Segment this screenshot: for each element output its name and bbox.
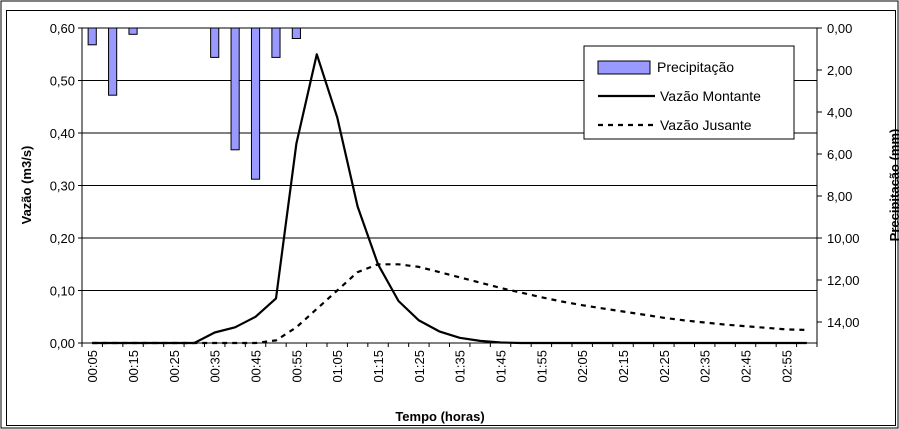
y2-tick-label: 6,00: [827, 147, 852, 162]
precip-bar: [271, 27, 281, 58]
y-tick-label: 0,40: [50, 126, 75, 141]
precip-bar: [250, 27, 261, 180]
x-axis: 00:05 00:15 00:25 00:35 00:45 00:55 01:05 01:15…: [81, 343, 818, 383]
legend-label-jusante: Vazão Jusante: [660, 117, 752, 133]
precip-bar: [108, 27, 118, 96]
y2-tick-label: 10,00: [827, 231, 860, 246]
precip-bar: [230, 27, 240, 151]
x-tick-label: 02:45: [739, 350, 754, 383]
bars-group: [87, 27, 301, 180]
x-tick-label: 02:35: [698, 350, 713, 383]
legend-swatch-precipitacao: [597, 60, 651, 75]
y2-tick-label: 0,00: [827, 21, 852, 36]
legend-label-precipitacao: Precipitação: [657, 59, 734, 75]
x-tick-label: 00:45: [249, 350, 264, 383]
x-tick-label: 00:35: [208, 350, 223, 383]
x-tick-label: 01:55: [534, 350, 549, 383]
y2-axis-title: Precipitação (mm): [887, 129, 899, 242]
x-tick-label: 02:15: [616, 350, 631, 383]
x-tick-label: 01:25: [412, 350, 427, 383]
x-tick-label: 01:15: [371, 350, 386, 383]
y2-tick-label: 8,00: [827, 189, 852, 204]
y2-tick-label: 12,00: [827, 273, 860, 288]
y-tick-label: 0,10: [50, 284, 75, 299]
x-tick-label: 00:05: [85, 350, 100, 383]
precip-bar: [210, 27, 220, 58]
x-axis-title: Tempo (horas): [395, 409, 484, 424]
precip-bar: [291, 27, 301, 39]
x-tick-label: 02:05: [575, 350, 590, 383]
precip-bar: [128, 27, 138, 35]
line-vazao-jusante: [92, 263, 807, 345]
y-tick-label: 0,20: [50, 231, 75, 246]
y-tick-label: 0,60: [50, 21, 75, 36]
chart-frame: [6, 10, 896, 426]
y-axis-title: Vazão (m3/s): [19, 146, 34, 225]
x-tick-label: 02:25: [657, 350, 672, 383]
y-tick-label: 0,30: [50, 179, 75, 194]
x-tick-label: 01:05: [330, 350, 345, 383]
x-tick-label: 00:15: [126, 350, 141, 383]
x-tick-label: 00:55: [289, 350, 304, 383]
legend-label-montante: Vazão Montante: [660, 88, 761, 104]
y2-tick-label: 2,00: [827, 63, 852, 78]
x-tick-label: 02:55: [779, 350, 794, 383]
x-tick-label: 01:35: [453, 350, 468, 383]
y2-axis: 0,00 2,00 4,00 6,00 8,00 10,00 12,00 14,00: [817, 21, 860, 330]
y-tick-label: 0,50: [50, 74, 75, 89]
precip-bar: [87, 27, 97, 46]
y2-tick-label: 4,00: [827, 105, 852, 120]
x-tick-label: 01:45: [494, 350, 509, 383]
legend: Precipitação Vazão Montante Vazão Jusant…: [583, 45, 795, 140]
y-tick-label: 0,00: [50, 336, 75, 351]
y2-tick-label: 14,00: [827, 315, 860, 330]
y-axis: 0,00 0,10 0,20 0,30 0,40 0,50 0,60: [50, 21, 82, 351]
x-tick-label: 00:25: [167, 350, 182, 383]
